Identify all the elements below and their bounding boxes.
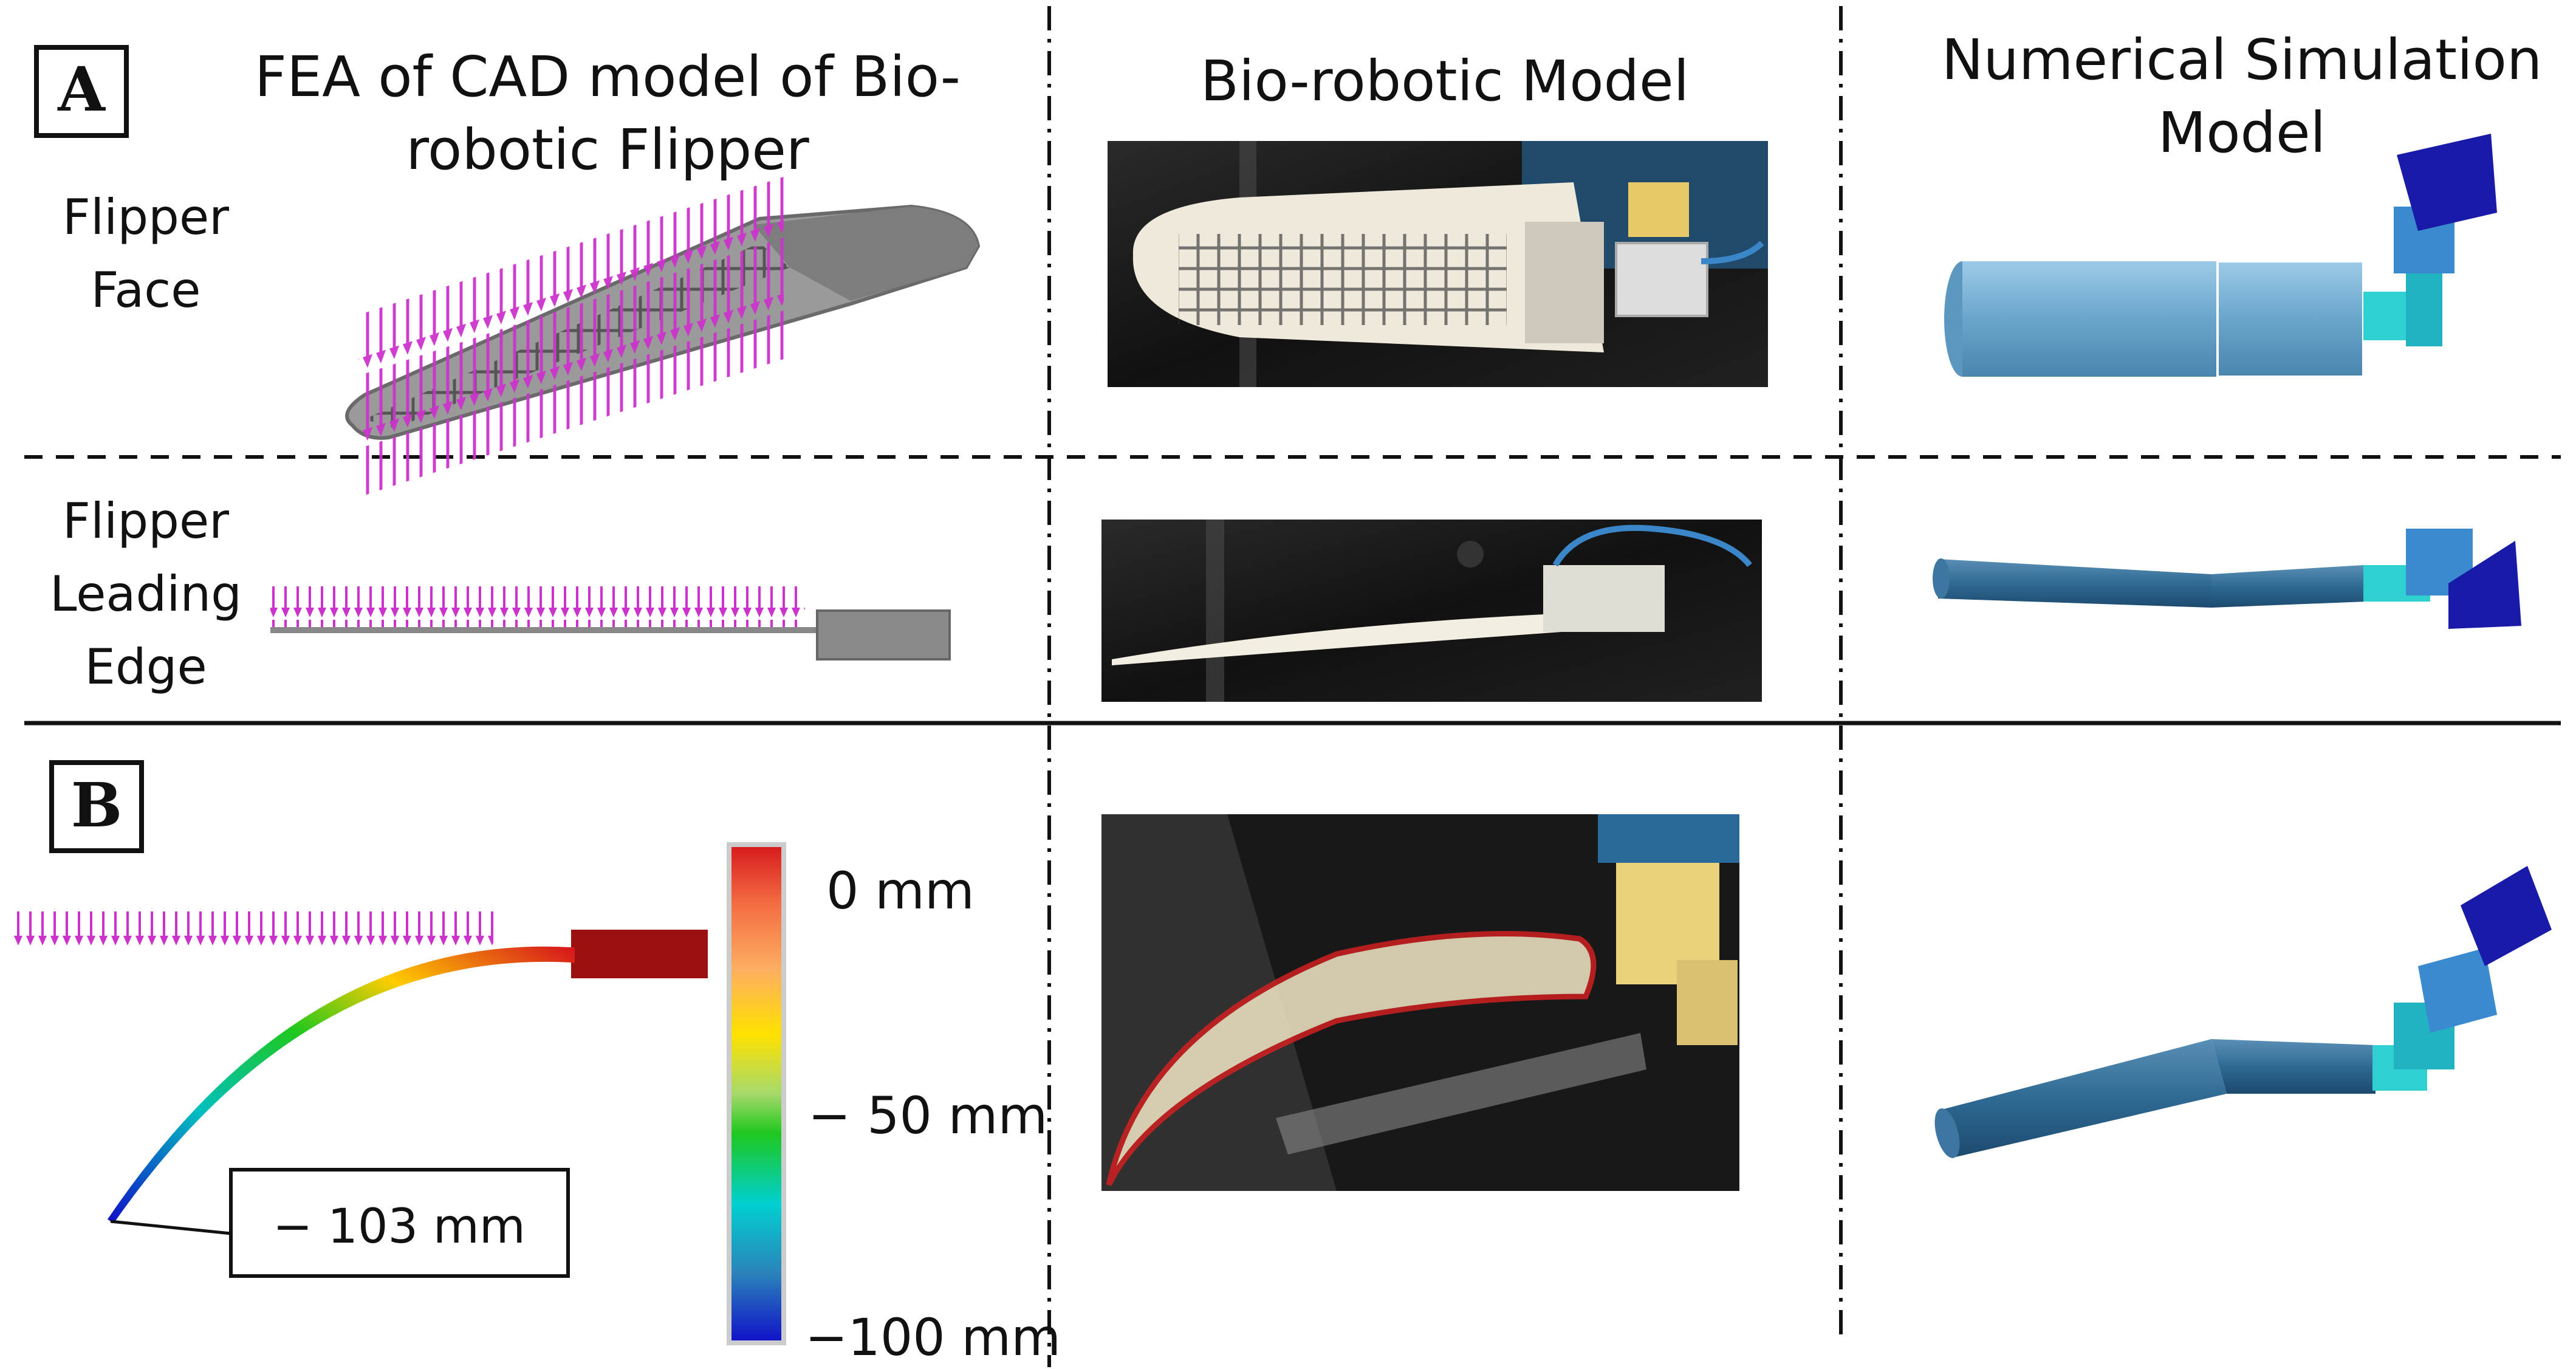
fea-flipper-face-render xyxy=(345,176,981,498)
sim-model-face xyxy=(1944,134,2497,378)
robot-photo-bent xyxy=(1101,814,1739,1191)
fea-column-title-line1: FEA of CAD model of Bio- xyxy=(255,44,961,109)
sim-column-title-line1: Numerical Simulation xyxy=(1942,27,2543,92)
panel-b-letter: B xyxy=(71,769,123,841)
robot-photo-face xyxy=(1108,141,1768,387)
fea-deformed-render: − 103 mm xyxy=(13,908,708,1278)
sim-model-edge xyxy=(1933,529,2521,629)
fea-column-title-line2: robotic Flipper xyxy=(406,117,809,182)
sim-bent-cylinder-1 xyxy=(1944,1039,2227,1158)
panel-a-badge: A xyxy=(34,45,129,138)
callout-max-deflection: − 103 mm xyxy=(273,1199,526,1254)
colorbar-top-label: 0 mm xyxy=(826,861,975,921)
fea-fixture xyxy=(571,930,708,978)
callout-leader xyxy=(110,1220,231,1235)
sim-bent-servo-dark xyxy=(2461,866,2552,966)
sim-cylinder-1 xyxy=(1962,261,2218,377)
colorbar-mid-label: − 50 mm xyxy=(808,1086,1047,1145)
row-label-face-line1: Flipper xyxy=(63,189,229,245)
row-label-face-line2: Face xyxy=(91,262,201,318)
sim-edge-cylinder-2 xyxy=(2211,565,2366,608)
colorbar-bottom-label: −100 mm xyxy=(805,1308,1061,1367)
photo-flipper-edge xyxy=(1112,614,1561,665)
row-label-edge-line1: Flipper xyxy=(63,493,229,549)
robot-column-title: Bio-robotic Model xyxy=(1201,49,1689,114)
colorbar-gradient xyxy=(727,842,786,1345)
sim-servo-darkblue xyxy=(2397,134,2497,231)
row-label-edge-line3: Edge xyxy=(84,639,207,695)
cad-edge-mount xyxy=(816,609,951,660)
cad-edge-plate xyxy=(270,627,817,633)
sim-edge-cylinder-1 xyxy=(1938,559,2211,608)
robot-photo-edge xyxy=(1101,520,1762,702)
panel-a-letter: A xyxy=(57,53,106,125)
panel-b-badge: B xyxy=(49,760,144,853)
cad-flipper-mount xyxy=(753,207,978,301)
sim-model-bent xyxy=(1934,866,2552,1158)
fea-leading-edge-render xyxy=(270,586,951,660)
load-arrows-deformed xyxy=(13,908,493,948)
photo-flipper-bent xyxy=(1106,931,1597,1187)
sim-column-title-line2: Model xyxy=(2158,100,2326,165)
sim-bent-cylinder-2 xyxy=(2211,1039,2376,1094)
load-arrows-edge xyxy=(270,586,805,632)
colorbar: 0 mm − 50 mm −100 mm xyxy=(727,842,1061,1367)
load-arrows-face xyxy=(358,176,784,498)
sim-cylinder-2 xyxy=(2216,260,2365,378)
row-label-edge-line2: Leading xyxy=(50,566,242,622)
callout-box xyxy=(229,1168,570,1278)
